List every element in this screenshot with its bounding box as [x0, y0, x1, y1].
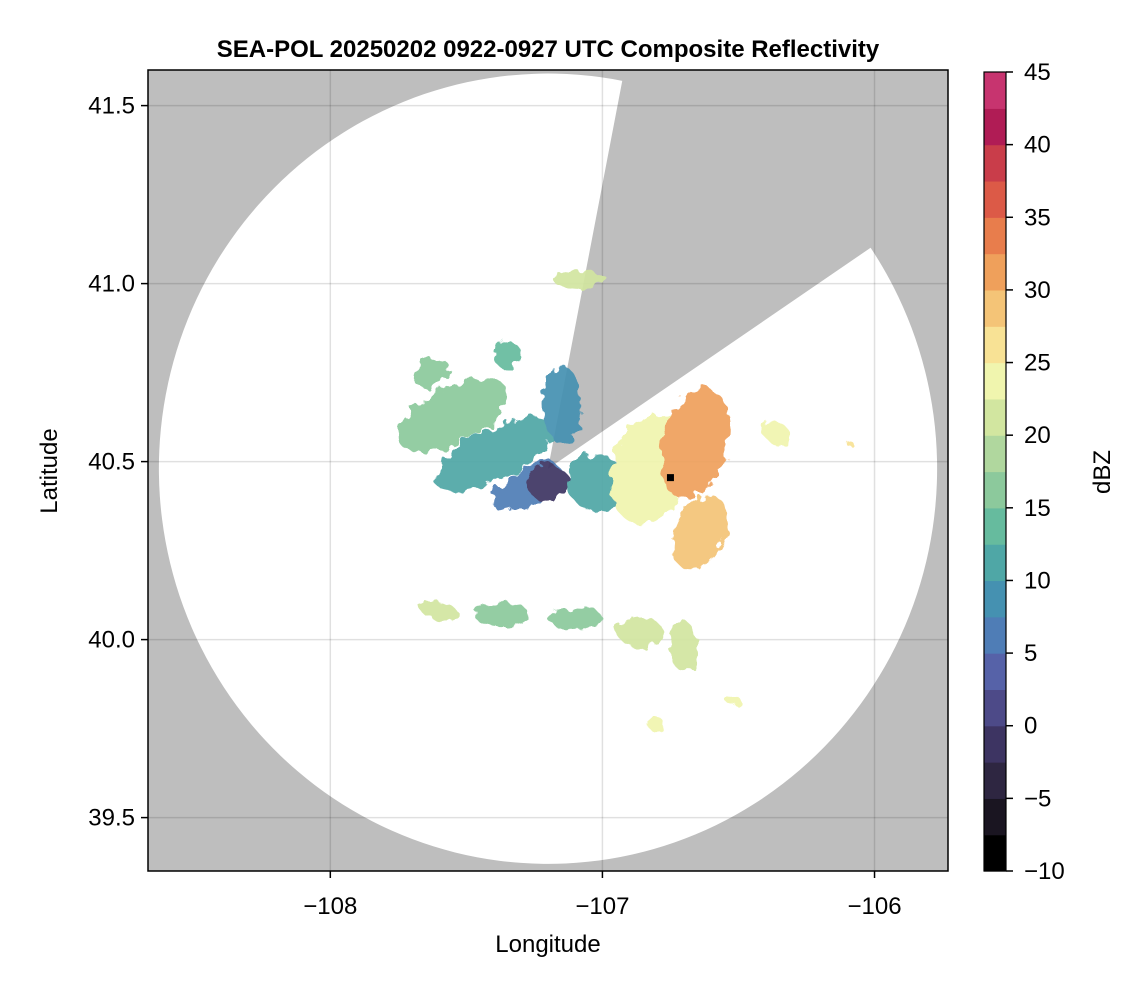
y-tick-label: 40.5 — [88, 449, 135, 476]
colorbar-tick-label: −5 — [1024, 785, 1051, 812]
colorbar-segment — [984, 689, 1006, 726]
colorbar-segment — [984, 653, 1006, 690]
x-tick-label: −106 — [847, 893, 901, 920]
colorbar-segment — [984, 108, 1006, 145]
y-axis-ticks: 39.5 40.0 40.5 41.0 41.5 — [88, 93, 148, 832]
echo-cell — [494, 341, 521, 369]
colorbar-segment — [984, 363, 1006, 400]
y-tick-label: 40.0 — [88, 627, 135, 654]
colorbar-segment — [984, 472, 1006, 509]
colorbar-segment — [984, 762, 1006, 799]
y-axis-label: Latitude — [36, 428, 63, 513]
colorbar-tick-label: 45 — [1024, 59, 1051, 86]
echo-cell — [526, 465, 570, 501]
colorbar-tick-label: 15 — [1024, 495, 1051, 522]
colorbar-segment — [984, 290, 1006, 327]
x-axis-ticks: −108 −107 −106 — [303, 871, 901, 920]
colorbar-segment — [984, 835, 1006, 872]
echo-cell — [548, 608, 602, 629]
colorbar-segment — [984, 617, 1006, 654]
colorbar-segment — [984, 508, 1006, 545]
colorbar-tick-label: 25 — [1024, 350, 1051, 377]
x-axis-label: Longitude — [495, 931, 600, 958]
y-tick-label: 39.5 — [88, 805, 135, 832]
echo-cell — [649, 718, 665, 732]
echo-cell — [619, 616, 663, 648]
colorbar-segment — [984, 435, 1006, 472]
colorbar-label: dBZ — [1089, 450, 1116, 494]
echo-cell — [847, 441, 854, 447]
colorbar-segment — [984, 399, 1006, 436]
colorbar-tick-label: −10 — [1024, 858, 1065, 885]
colorbar-tick-label: 10 — [1024, 567, 1051, 594]
colorbar-tick-label: 35 — [1024, 204, 1051, 231]
colorbar — [984, 72, 1006, 872]
x-tick-label: −108 — [303, 893, 357, 920]
echo-cell — [543, 365, 581, 443]
colorbar-segment — [984, 544, 1006, 581]
site-marker — [667, 474, 674, 481]
plot-area — [148, 70, 948, 871]
colorbar-segment — [984, 580, 1006, 617]
x-tick-label: −107 — [575, 893, 629, 920]
colorbar-tick-label: 20 — [1024, 422, 1051, 449]
y-tick-label: 41.0 — [88, 271, 135, 298]
colorbar-segment — [984, 254, 1006, 291]
chart-title: SEA-POL 20250202 0922-0927 UTC Composite… — [217, 36, 880, 63]
colorbar-segment — [984, 326, 1006, 363]
echo-cell — [553, 271, 607, 289]
y-tick-label: 41.5 — [88, 93, 135, 120]
colorbar-tick-label: 5 — [1024, 640, 1037, 667]
echo-cell — [475, 602, 529, 627]
colorbar-segment — [984, 798, 1006, 835]
colorbar-tick-label: 30 — [1024, 277, 1051, 304]
colorbar-segment — [984, 181, 1006, 218]
colorbar-segment — [984, 145, 1006, 182]
colorbar-tick-label: 40 — [1024, 132, 1051, 159]
colorbar-segment — [984, 726, 1006, 763]
colorbar-tick-label: 0 — [1024, 713, 1037, 740]
colorbar-ticks: −10 −5 0 5 10 15 20 25 30 35 40 45 — [1006, 59, 1065, 885]
colorbar-segment — [984, 217, 1006, 254]
echo-cell — [726, 695, 740, 706]
colorbar-segment — [984, 72, 1006, 109]
echo-cell — [670, 622, 697, 672]
